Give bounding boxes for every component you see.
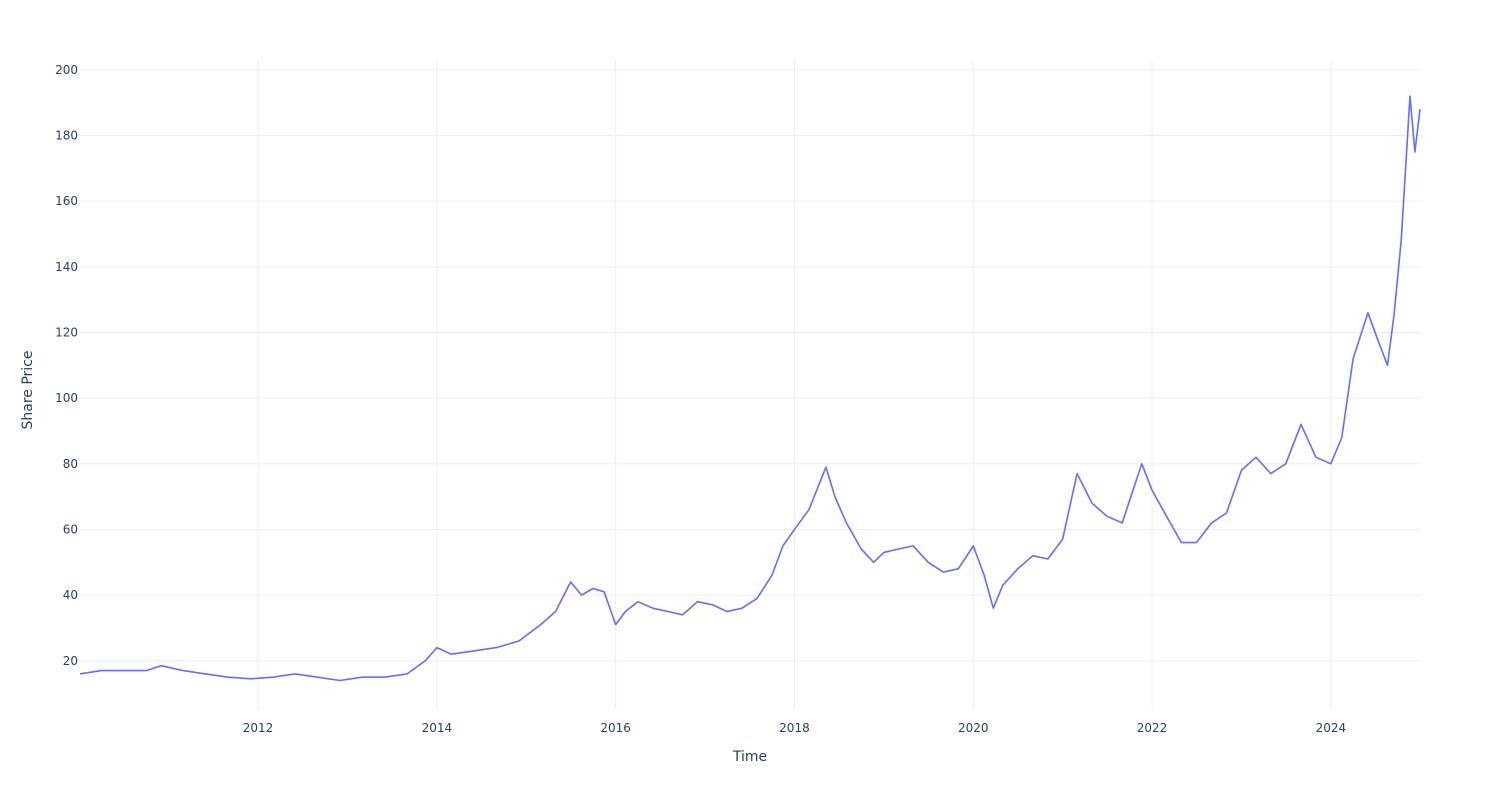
price-series-line bbox=[79, 95, 1421, 682]
x-tick-labels: 2012 2014 2016 2018 2020 2022 2024 bbox=[243, 721, 1346, 735]
y-tick-label: 20 bbox=[63, 654, 78, 668]
y-tick-label: 80 bbox=[63, 457, 78, 471]
x-tick-label: 2024 bbox=[1316, 721, 1347, 735]
x-axis-title: Time bbox=[732, 749, 767, 765]
x-grid bbox=[257, 60, 1332, 710]
x-tick-label: 2016 bbox=[600, 721, 631, 735]
x-tick-label: 2014 bbox=[422, 721, 453, 735]
y-grid bbox=[80, 69, 1420, 662]
series-group bbox=[79, 95, 1421, 682]
y-tick-label: 120 bbox=[55, 325, 78, 339]
y-tick-label: 100 bbox=[55, 391, 78, 405]
y-tick-label: 60 bbox=[63, 522, 78, 536]
y-tick-label: 40 bbox=[63, 588, 78, 602]
x-tick-label: 2012 bbox=[243, 721, 274, 735]
y-axis-title: Share Price bbox=[20, 350, 36, 429]
y-tick-label: 160 bbox=[55, 194, 78, 208]
x-tick-label: 2020 bbox=[958, 721, 989, 735]
y-tick-labels: 20 40 60 80 100 120 140 160 180 200 bbox=[55, 63, 78, 668]
x-tick-label: 2022 bbox=[1137, 721, 1168, 735]
y-tick-label: 180 bbox=[55, 129, 78, 143]
x-tick-label: 2018 bbox=[779, 721, 810, 735]
y-tick-label: 200 bbox=[55, 63, 78, 77]
y-tick-label: 140 bbox=[55, 260, 78, 274]
